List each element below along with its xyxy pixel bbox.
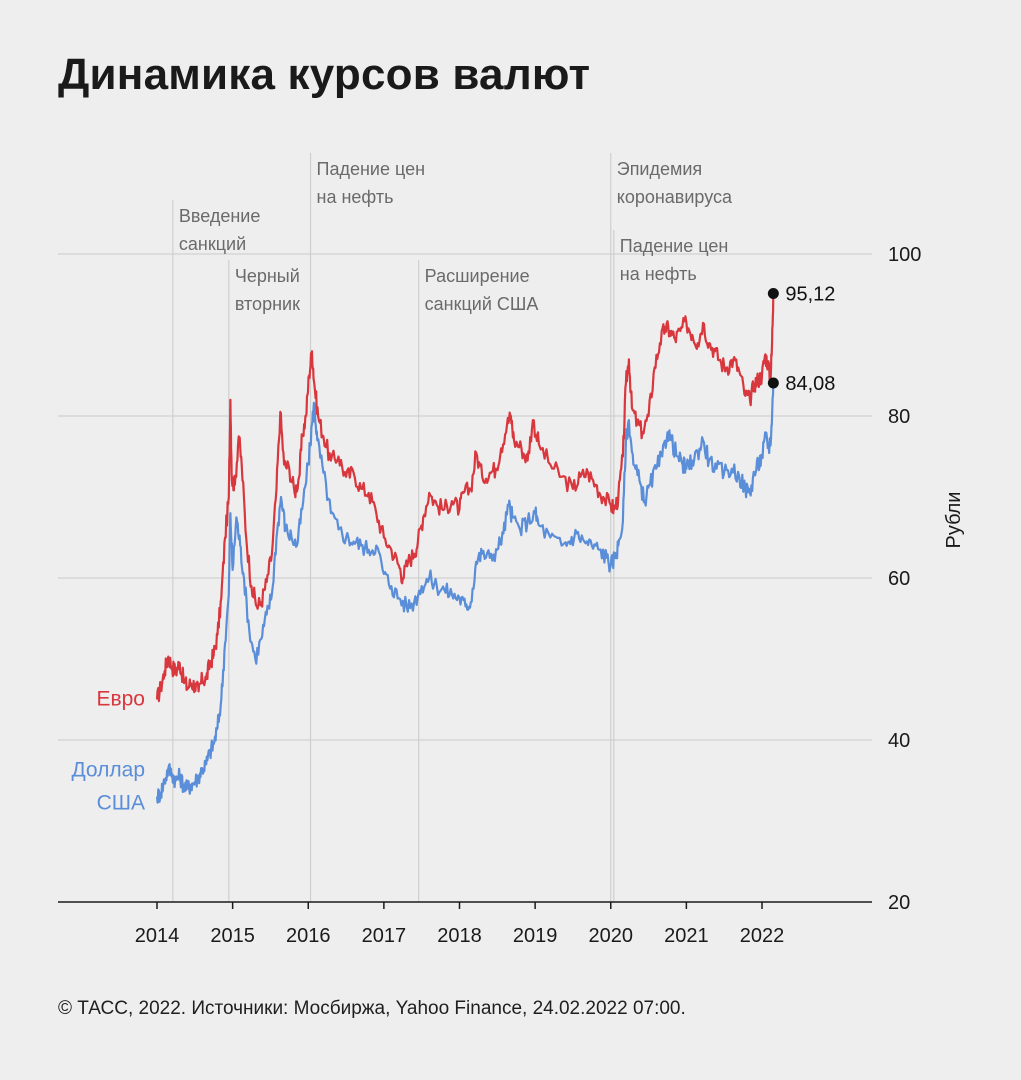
series-name-label: Евро bbox=[96, 688, 145, 711]
x-tick-label: 2014 bbox=[135, 925, 180, 947]
chart-labels: 95,12 Евро 84,08 Доллар США bbox=[71, 284, 835, 815]
y-tick-label: 20 bbox=[888, 892, 910, 914]
axes: 20 40 60 80 100 2014 2015 2016 2017 2018 2019 2020 2… bbox=[58, 244, 965, 947]
end-point-marker bbox=[767, 288, 779, 300]
event-label: Расширение bbox=[425, 266, 530, 286]
grid bbox=[58, 253, 872, 741]
event-label: на нефть bbox=[620, 264, 697, 284]
event-label: санкций США bbox=[425, 294, 539, 314]
x-tick-label: 2019 bbox=[513, 925, 558, 947]
event-markers: Введение санкций Черный вторник Падение цен н… bbox=[172, 152, 733, 902]
series-name-label: Доллар bbox=[71, 759, 145, 782]
x-tick-label: 2015 bbox=[210, 925, 255, 947]
x-tick-label: 2022 bbox=[740, 925, 785, 947]
exchange-rate-chart: Введение санкций Черный вторник Падение цен н… bbox=[58, 152, 965, 947]
event-label: на нефть bbox=[317, 187, 394, 207]
y-tick-label: 100 bbox=[888, 244, 921, 266]
x-tick-label: 2021 bbox=[664, 925, 709, 947]
series-name-label: США bbox=[97, 792, 145, 815]
x-tick-label: 2017 bbox=[362, 925, 407, 947]
event-label: санкций bbox=[179, 234, 246, 254]
end-value-label: 95,12 bbox=[785, 284, 835, 306]
y-axis-label: Рубли bbox=[943, 492, 965, 549]
x-tick-label: 2020 bbox=[589, 925, 634, 947]
event-label: Эпидемия bbox=[617, 159, 702, 179]
event-label: Падение цен bbox=[620, 236, 729, 256]
x-tick-label: 2016 bbox=[286, 925, 331, 947]
event-label: Введение bbox=[179, 206, 261, 226]
event-label: коронавируса bbox=[617, 187, 733, 207]
y-tick-label: 40 bbox=[888, 730, 910, 752]
page-title: Динамика курсов валют bbox=[58, 50, 591, 99]
y-tick-label: 80 bbox=[888, 406, 910, 428]
source-footer: © ТАСС, 2022. Источники: Мосбиржа, Yahoo… bbox=[58, 998, 686, 1019]
event-label: Падение цен bbox=[317, 159, 426, 179]
end-point-marker bbox=[767, 377, 779, 389]
x-tick-label: 2018 bbox=[437, 925, 482, 947]
series-line-euro bbox=[155, 293, 775, 703]
series-lines bbox=[155, 293, 775, 804]
event-label: вторник bbox=[235, 294, 300, 314]
series-line-usd bbox=[155, 382, 775, 804]
y-tick-label: 60 bbox=[888, 568, 910, 590]
event-label: Черный bbox=[235, 266, 300, 286]
end-value-label: 84,08 bbox=[785, 373, 835, 395]
